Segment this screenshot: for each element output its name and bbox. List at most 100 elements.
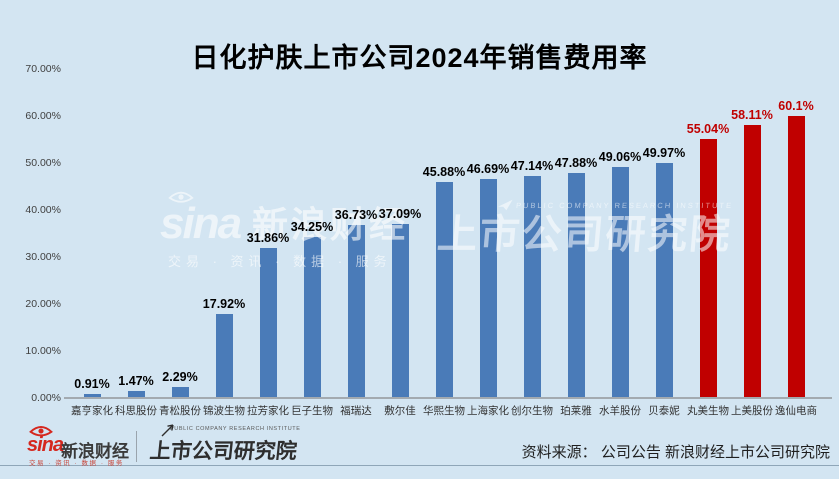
bar-slot: 34.25% bbox=[290, 69, 334, 398]
bar-slot: 55.04% bbox=[686, 69, 730, 398]
x-axis-label: 嘉亨家化 bbox=[71, 405, 113, 417]
bar-slot: 31.86% bbox=[246, 69, 290, 398]
bar bbox=[787, 115, 805, 398]
institute-logo: PUBLIC COMPANY RESEARCH INSTITUTE 上市公司研究… bbox=[148, 424, 301, 465]
bar-slot: 37.09% bbox=[378, 69, 422, 398]
x-axis-label: 青松股份 bbox=[159, 405, 201, 417]
bar-value-label: 49.97% bbox=[642, 146, 686, 161]
bar-value-label: 46.69% bbox=[466, 161, 510, 176]
bar bbox=[699, 139, 717, 398]
sina-eye-icon bbox=[168, 191, 194, 203]
bar-slot: 36.73% bbox=[334, 69, 378, 398]
bar-slot: 49.06% bbox=[598, 69, 642, 398]
y-axis-tick-label: 70.00% bbox=[25, 63, 61, 75]
y-axis-tick-label: 0.00% bbox=[31, 392, 61, 404]
sina-cjk: 新浪财经 bbox=[61, 442, 129, 461]
sina-wordmark-watermark: sina bbox=[160, 199, 242, 248]
x-axis-label: 贝泰妮 bbox=[648, 405, 680, 417]
x-axis-labels: 嘉亨家化 科思股份 青松股份 锦波生物 拉芳家化 巨子生物 福瑞达 敷尔佳 华熙生物 上海家化 创尔… bbox=[70, 403, 818, 418]
x-axis-label: 科思股份 bbox=[115, 405, 157, 417]
y-axis-tick-label: 10.00% bbox=[25, 345, 61, 357]
bar-slot: 1.47% bbox=[114, 69, 158, 398]
bar-slot: 47.14% bbox=[510, 69, 554, 398]
institute-cjk-watermark: 上市公司研究院 bbox=[435, 213, 734, 257]
bar-slot: 0.91% bbox=[70, 69, 114, 398]
watermark-sina: sina 新浪财经 交易 · 资讯 · 数据 · 服务 bbox=[160, 191, 409, 270]
bar-value-label: 1.47% bbox=[118, 374, 154, 389]
bar-value-label: 58.11% bbox=[731, 107, 773, 122]
bar bbox=[391, 223, 409, 398]
bar-slot: 17.92% bbox=[202, 69, 246, 398]
paper-plane-icon bbox=[497, 199, 513, 211]
sina-tagline: 交易 · 资讯 · 数据 · 服务 bbox=[29, 460, 124, 467]
bar bbox=[743, 124, 761, 398]
sina-wordmark: sina bbox=[27, 434, 64, 456]
bar-value-label: 47.88% bbox=[554, 156, 598, 170]
chart-title: 日化护肤上市公司2024年销售费用率 bbox=[191, 43, 648, 73]
sina-logo: sina 新浪财经 交易 · 资讯 · 数据 · 服务 bbox=[27, 425, 157, 467]
bar-value-label: 37.09% bbox=[378, 206, 422, 221]
x-axis-label: 华熙生物 bbox=[423, 405, 465, 417]
bar bbox=[655, 163, 673, 398]
y-axis-tick-label: 60.00% bbox=[25, 110, 61, 122]
bar bbox=[347, 225, 365, 398]
bar-slot: 46.69% bbox=[466, 69, 510, 398]
x-axis-label: 拉芳家化 bbox=[247, 405, 289, 417]
bar bbox=[435, 182, 453, 398]
bar bbox=[567, 173, 585, 398]
bar-value-label: 55.04% bbox=[686, 122, 730, 137]
y-axis-tick-label: 50.00% bbox=[25, 157, 61, 169]
watermark-institute: PUBLIC COMPANY RESEARCH INSTITUTE 上市公司研究… bbox=[435, 199, 734, 259]
bar bbox=[479, 178, 497, 398]
bar-slot: 47.88% bbox=[554, 69, 598, 398]
bar bbox=[523, 176, 541, 398]
y-axis-tick-label: 40.00% bbox=[25, 204, 61, 216]
source-text: 资料来源： 公司公告 新浪财经上市公司研究院 bbox=[521, 444, 830, 461]
bar-value-label: 2.29% bbox=[162, 370, 198, 385]
bar-value-label: 36.73% bbox=[334, 208, 378, 223]
bar bbox=[171, 387, 189, 398]
x-axis-line bbox=[64, 397, 832, 399]
bar-value-label: 47.14% bbox=[510, 159, 554, 174]
institute-cjk-label: 上市公司研究院 bbox=[148, 440, 299, 463]
sina-tagline-watermark: 交易 · 资讯 · 数据 · 服务 bbox=[168, 254, 392, 269]
sina-eye-icon bbox=[29, 426, 53, 437]
bar-value-label: 17.92% bbox=[202, 296, 246, 311]
x-axis-label: 上海家化 bbox=[467, 405, 509, 417]
bar-value-label: 34.25% bbox=[290, 220, 334, 234]
x-axis-label: 水羊股份 bbox=[599, 405, 641, 417]
institute-en-label: PUBLIC COMPANY RESEARCH INSTITUTE bbox=[170, 426, 301, 432]
x-axis-label: 创尔生物 bbox=[511, 405, 553, 417]
bar-slot: 45.88% bbox=[422, 69, 466, 398]
y-axis-tick-label: 20.00% bbox=[25, 298, 61, 310]
x-axis-label: 上美股份 bbox=[731, 405, 773, 417]
bar-value-label: 45.88% bbox=[422, 165, 466, 180]
bar bbox=[303, 237, 321, 398]
bar-slot: 2.29% bbox=[158, 69, 202, 398]
bar-value-label: 60.1% bbox=[778, 98, 814, 113]
y-axis: 0.00% 10.00% 20.00% 30.00% 40.00% 50.00% 60.00… bbox=[0, 63, 61, 404]
bar bbox=[611, 167, 629, 398]
bar-value-label: 49.06% bbox=[598, 150, 642, 165]
sina-cjk-watermark: 新浪财经 bbox=[252, 204, 409, 245]
plot-area: 0.91% 1.47% 2.29% 17.92% 31.86% 34.25% 36.73% 3… bbox=[70, 69, 818, 398]
x-axis-label: 敷尔佳 bbox=[384, 405, 416, 417]
arrow-icon bbox=[161, 424, 174, 437]
x-axis-label: 逸仙电商 bbox=[775, 405, 817, 417]
bar bbox=[83, 393, 101, 398]
x-axis-label: 珀莱雅 bbox=[560, 405, 592, 417]
x-axis-label: 丸美生物 bbox=[687, 405, 729, 417]
footer-divider-line bbox=[0, 465, 839, 466]
institute-en-watermark: PUBLIC COMPANY RESEARCH INSTITUTE bbox=[515, 200, 734, 210]
bar-slot: 49.97% bbox=[642, 69, 686, 398]
bar bbox=[127, 391, 145, 398]
bar bbox=[259, 248, 277, 398]
x-axis-label: 锦波生物 bbox=[203, 405, 245, 417]
bar-slot: 58.11% bbox=[730, 69, 774, 398]
footer-logo-divider bbox=[136, 431, 137, 462]
x-axis-label: 巨子生物 bbox=[291, 405, 333, 417]
bar bbox=[215, 313, 233, 398]
bar-slot: 60.1% bbox=[774, 69, 818, 398]
bar-value-label: 31.86% bbox=[246, 231, 290, 246]
